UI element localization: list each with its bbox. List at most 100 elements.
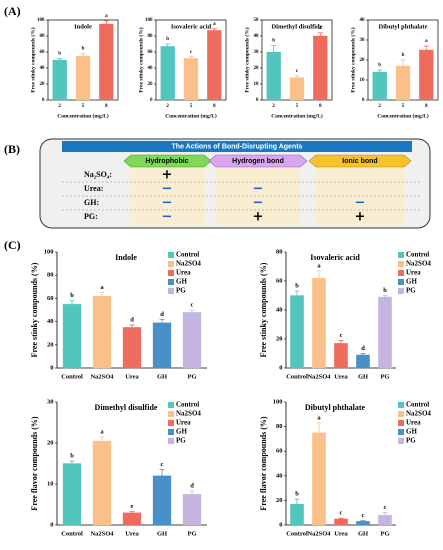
x-tick-label: Na2SO4 xyxy=(90,373,114,380)
legend-swatch xyxy=(168,411,174,417)
y-tick-label: 80 xyxy=(276,248,283,255)
y-tick-label: 100 xyxy=(273,398,283,405)
legend-swatch xyxy=(398,429,404,435)
y-tick-label: 20 xyxy=(254,66,260,71)
x-tick-label: 2 xyxy=(58,104,61,109)
y-tick-label: 60 xyxy=(276,448,283,455)
bar xyxy=(312,432,326,526)
cell-symbol: + xyxy=(355,210,366,225)
row-label: Urea: xyxy=(84,184,103,193)
legend-swatch xyxy=(398,270,404,276)
x-tick-label: Na2SO4 xyxy=(307,373,331,380)
bar xyxy=(334,343,348,369)
y-tick-label: 100 xyxy=(37,18,45,23)
cell-symbol: − xyxy=(162,210,173,225)
x-tick-label: Control xyxy=(61,530,83,537)
error-bar xyxy=(159,318,165,327)
error-bar xyxy=(99,292,105,300)
error-bar xyxy=(189,490,195,498)
cell-symbol: + xyxy=(253,210,264,225)
x-axis-label: Concentration (mg/L) xyxy=(165,112,217,119)
significance-letter: e xyxy=(131,503,134,510)
legend-label: PG xyxy=(406,437,416,445)
significance-letter: d xyxy=(190,482,194,489)
x-tick-label: 2 xyxy=(272,104,275,109)
column-shade xyxy=(215,168,300,225)
legend-swatch xyxy=(398,420,404,426)
diagram-title-bar xyxy=(62,141,412,152)
error-bar xyxy=(423,45,429,55)
error-bar xyxy=(57,58,63,62)
legend-label: Urea xyxy=(406,269,421,277)
significance-letter: c xyxy=(191,301,194,308)
error-bar xyxy=(382,512,388,519)
error-bar xyxy=(103,20,109,28)
significance-letter: c xyxy=(296,69,299,74)
legend-label: Urea xyxy=(406,419,421,427)
significance-letter: c xyxy=(362,512,365,519)
significance-letter: d xyxy=(361,345,365,352)
error-bar xyxy=(271,45,277,59)
y-tick-label: 60 xyxy=(148,50,154,55)
bar xyxy=(92,440,112,526)
x-tick-label: Na2SO4 xyxy=(90,530,114,537)
legend-label: GH xyxy=(406,278,417,286)
y-tick-label: 20 xyxy=(276,335,283,342)
error-bar xyxy=(400,59,406,73)
x-tick-label: PG xyxy=(187,530,196,537)
significance-letter: a xyxy=(105,14,108,19)
error-bar xyxy=(377,69,383,75)
x-tick-label: 5 xyxy=(296,104,299,109)
significance-letter: a xyxy=(319,26,322,31)
bar xyxy=(183,58,199,101)
legend-label: Urea xyxy=(176,419,191,427)
x-tick-label: PG xyxy=(380,373,389,380)
y-tick-label: 0 xyxy=(50,521,53,528)
y-axis-label: Free stinky compounds (%) xyxy=(137,27,144,92)
legend-label: Na2SO4 xyxy=(176,260,201,268)
significance-letter: a xyxy=(100,284,104,291)
chart-title: Dimethyl disulfide xyxy=(271,23,322,30)
x-tick-label: GH xyxy=(358,373,368,380)
bar xyxy=(207,30,222,101)
significance-letter: a xyxy=(100,428,104,435)
y-tick-label: 100 xyxy=(145,18,153,23)
y-tick-label: 40 xyxy=(254,34,260,39)
x-tick-label: GH xyxy=(157,530,167,537)
y-tick-label: 20 xyxy=(40,82,46,87)
x-tick-label: 8 xyxy=(105,104,108,109)
row-label: PG: xyxy=(84,212,98,221)
y-tick-label: 40 xyxy=(148,66,154,71)
bar xyxy=(99,23,114,101)
error-bar xyxy=(69,460,75,467)
significance-letter: d xyxy=(160,311,164,318)
bar xyxy=(152,322,172,369)
legend-swatch xyxy=(398,411,404,417)
legend-swatch xyxy=(168,438,174,444)
y-tick-label: 100 xyxy=(44,248,54,255)
y-tick-label: 20 xyxy=(276,497,283,504)
column-header-shape xyxy=(208,154,308,168)
y-tick-label: 20 xyxy=(47,439,54,446)
legend-swatch xyxy=(168,252,174,258)
column-shade xyxy=(130,168,205,225)
chart-title: Dibutyl phthalate xyxy=(379,23,428,30)
y-tick-label: 0 xyxy=(42,98,45,103)
significance-letter: b xyxy=(166,37,169,42)
significance-letter: c xyxy=(161,461,164,468)
legend-label: Control xyxy=(406,401,429,409)
bar xyxy=(419,49,434,101)
y-tick-label: 20 xyxy=(360,58,366,63)
x-tick-label: GH xyxy=(358,530,368,537)
legend-swatch xyxy=(168,402,174,408)
y-tick-label: 20 xyxy=(47,341,54,348)
bar xyxy=(152,475,172,526)
significance-letter: c xyxy=(340,332,343,339)
y-tick-label: 50 xyxy=(254,18,260,23)
y-tick-label: 40 xyxy=(360,18,366,23)
x-tick-label: 5 xyxy=(190,104,193,109)
error-bar xyxy=(360,520,366,523)
significance-letter: a xyxy=(425,39,428,44)
y-tick-label: 10 xyxy=(360,78,366,83)
y-axis-label: Free stinky compounds (%) xyxy=(349,27,356,92)
